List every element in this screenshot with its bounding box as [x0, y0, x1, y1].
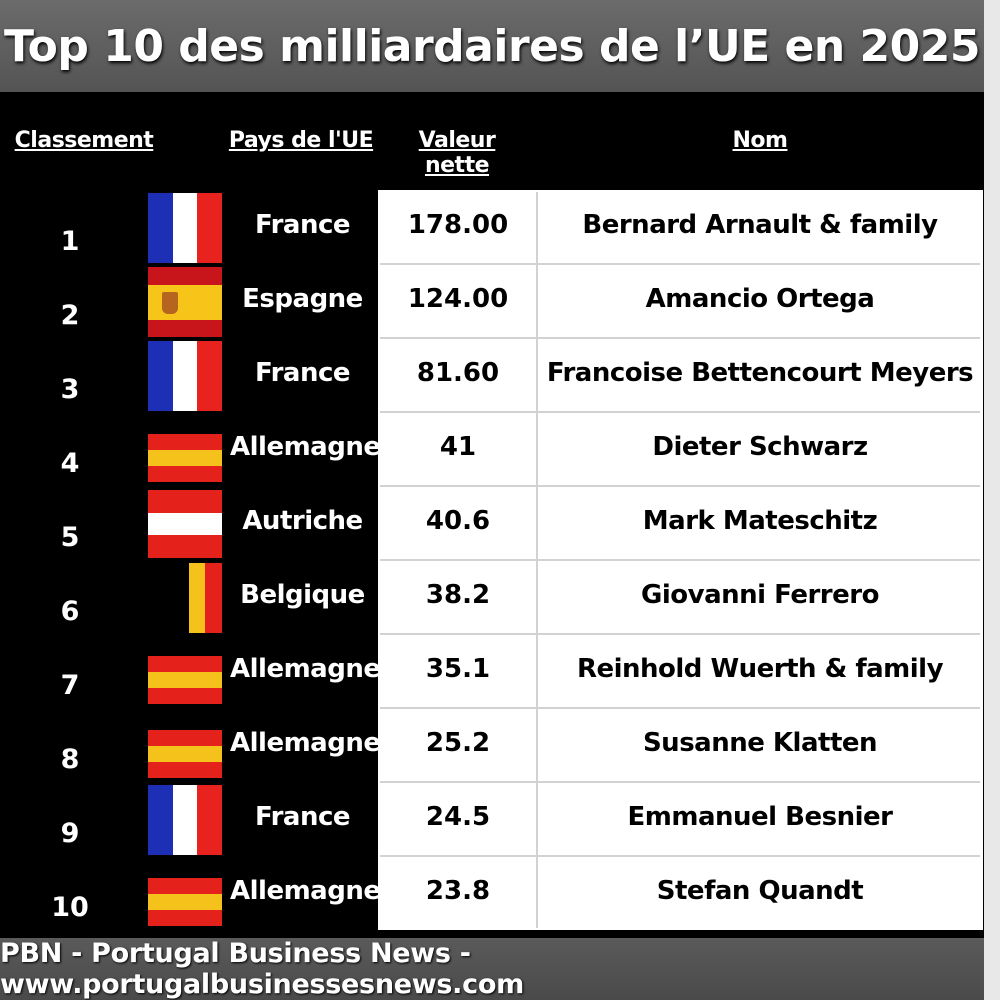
- net-worth-cell: 35.1: [425, 654, 491, 684]
- footer-bar: PBN - Portugal Business News - www.portu…: [0, 938, 984, 1000]
- rank-cell: 4: [60, 448, 80, 479]
- rank-cell: 5: [60, 522, 80, 553]
- table-row: 2 Espagne 124.00 Amancio Ortega: [0, 264, 984, 338]
- table-row: 10 Allemagne 23.8 Stefan Quandt: [0, 856, 984, 930]
- net-worth-cell: 124.00: [407, 284, 509, 314]
- header-rank: Classement: [14, 128, 154, 153]
- germany-flag: [148, 656, 222, 704]
- rank-cell: 3: [60, 374, 80, 405]
- france-flag: [148, 341, 222, 411]
- table-row: 7 Allemagne 35.1 Reinhold Wuerth & family: [0, 634, 984, 708]
- country-cell: Allemagne: [230, 728, 381, 758]
- page-title: Top 10 des milliardaires de l’UE en 2025: [4, 20, 981, 72]
- country-cell: Autriche: [242, 506, 363, 536]
- name-cell: Mark Mateschitz: [642, 506, 878, 536]
- country-cell: France: [254, 210, 351, 240]
- table-row: 1 France 178.00 Bernard Arnault & family: [0, 190, 984, 264]
- row-divider: [380, 633, 980, 635]
- row-divider: [380, 411, 980, 413]
- germany-flag: [148, 878, 222, 926]
- table-row: 9 France 24.5 Emmanuel Besnier: [0, 782, 984, 856]
- country-cell: France: [254, 358, 351, 388]
- table-row: 5 Autriche 40.6 Mark Mateschitz: [0, 486, 984, 560]
- name-cell: Francoise Bettencourt Meyers: [546, 358, 974, 388]
- country-cell: Allemagne: [230, 876, 381, 906]
- name-cell: Amancio Ortega: [645, 284, 875, 314]
- rank-cell: 6: [60, 596, 80, 627]
- country-cell: Belgique: [240, 580, 365, 610]
- net-worth-cell: 41: [439, 432, 477, 462]
- austria-flag: [148, 490, 222, 558]
- rank-cell: 2: [60, 300, 80, 331]
- table-row: 6 Belgique 38.2 Giovanni Ferrero: [0, 560, 984, 634]
- name-cell: Reinhold Wuerth & family: [576, 654, 944, 684]
- row-divider: [380, 263, 980, 265]
- spain-flag: [148, 267, 222, 337]
- country-cell: Allemagne: [230, 654, 381, 684]
- net-worth-cell: 25.2: [425, 728, 491, 758]
- rank-cell: 7: [60, 670, 80, 701]
- net-worth-cell: 40.6: [425, 506, 491, 536]
- title-bar: Top 10 des milliardaires de l’UE en 2025: [0, 0, 984, 92]
- net-worth-cell: 81.60: [416, 358, 500, 388]
- name-cell: Susanne Klatten: [642, 728, 878, 758]
- table-row: 8 Allemagne 25.2 Susanne Klatten: [0, 708, 984, 782]
- germany-flag: [148, 434, 222, 482]
- row-divider: [380, 781, 980, 783]
- france-flag: [148, 785, 222, 855]
- row-divider: [380, 855, 980, 857]
- rank-cell: 10: [51, 892, 89, 923]
- net-worth-cell: 23.8: [425, 876, 491, 906]
- country-cell: France: [254, 802, 351, 832]
- name-cell: Stefan Quandt: [656, 876, 864, 906]
- row-divider: [380, 337, 980, 339]
- belgium-flag: [172, 563, 222, 633]
- header-country: Pays de l'UE: [228, 128, 374, 153]
- right-edge: [984, 0, 1000, 1000]
- name-cell: Bernard Arnault & family: [582, 210, 938, 240]
- header-name: Nom: [732, 128, 788, 153]
- net-worth-cell: 24.5: [425, 802, 491, 832]
- rank-cell: 9: [60, 818, 80, 849]
- france-flag: [148, 193, 222, 263]
- footer-text: PBN - Portugal Business News - www.portu…: [0, 938, 524, 1000]
- net-worth-cell: 38.2: [425, 580, 491, 610]
- table-row: 3 France 81.60 Francoise Bettencourt Meyers: [0, 338, 984, 412]
- country-cell: Allemagne: [230, 432, 381, 462]
- name-cell: Giovanni Ferrero: [641, 580, 879, 610]
- row-divider: [380, 485, 980, 487]
- table-row: 4 Allemagne 41 Dieter Schwarz: [0, 412, 984, 486]
- germany-flag: [148, 730, 222, 778]
- country-cell: Espagne: [242, 284, 363, 314]
- name-cell: Dieter Schwarz: [652, 432, 868, 462]
- row-divider: [380, 559, 980, 561]
- rank-cell: 8: [60, 744, 80, 775]
- rank-cell: 1: [60, 226, 80, 257]
- net-worth-cell: 178.00: [407, 210, 509, 240]
- row-divider: [380, 707, 980, 709]
- header-value: Valeur nette: [418, 128, 496, 178]
- name-cell: Emmanuel Besnier: [627, 802, 893, 832]
